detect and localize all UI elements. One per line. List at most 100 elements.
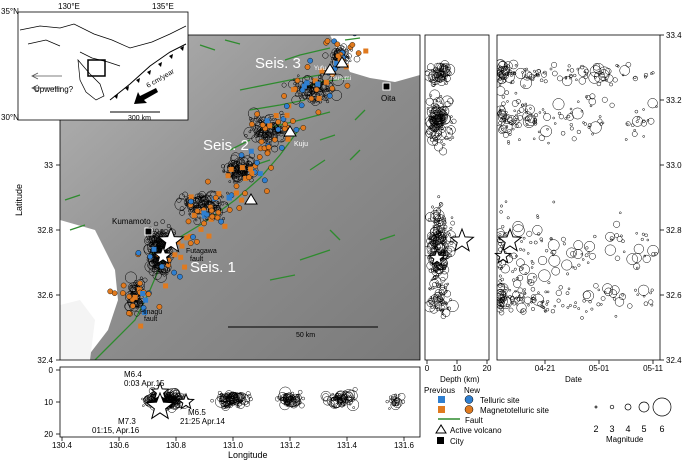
hypocenter xyxy=(515,254,518,258)
hypocenter xyxy=(165,272,169,275)
hypocenter xyxy=(440,302,445,306)
telluric-site-previous xyxy=(257,171,263,177)
fault-line xyxy=(94,254,166,360)
mt-site-new xyxy=(249,121,255,127)
hypocenter xyxy=(596,81,602,87)
inset-lat-label-35: 35°N xyxy=(1,7,19,16)
hypocenter xyxy=(330,60,333,64)
hypocenter xyxy=(522,111,533,122)
hypocenter xyxy=(654,251,658,256)
hypocenter xyxy=(434,67,440,73)
hypocenter xyxy=(587,125,591,129)
hypocenter xyxy=(557,111,562,116)
hypocenter xyxy=(430,305,434,309)
hypocenter xyxy=(498,310,505,316)
telluric-site-new xyxy=(177,273,183,280)
hypocenter xyxy=(498,241,503,246)
fault-line xyxy=(349,149,361,161)
hypocenter xyxy=(632,115,643,127)
telluric-site-new xyxy=(140,305,147,311)
mt-site-new xyxy=(275,119,282,125)
mt-site-new xyxy=(215,209,222,216)
hypocenter xyxy=(440,313,447,320)
hypocenter xyxy=(435,122,438,126)
hypocenter xyxy=(549,237,553,241)
hypocenter xyxy=(576,67,580,71)
hypocenter xyxy=(544,249,549,253)
hypocenter xyxy=(124,271,137,284)
hypocenter xyxy=(442,308,451,317)
main-map-y-tick: 32.8 xyxy=(37,226,53,235)
label-seis2: Seis. 2 xyxy=(203,137,249,154)
hypocenter xyxy=(348,395,352,398)
depth-panel: 0 10 20 Depth (km) xyxy=(424,34,492,384)
hypocenter xyxy=(436,273,439,276)
hypocenter xyxy=(432,84,435,87)
hypocenter xyxy=(524,296,532,304)
hypocenter xyxy=(582,290,591,300)
hypocenter xyxy=(437,303,440,307)
mt-site-new xyxy=(214,214,221,221)
hypocenter xyxy=(500,120,513,133)
hypocenter xyxy=(202,194,211,203)
mt-site-previous xyxy=(249,171,255,176)
hypocenter xyxy=(431,112,442,123)
mt-site-new xyxy=(265,144,272,150)
telluric-site-previous xyxy=(140,291,146,296)
inset-lat-label-30: 30°N xyxy=(1,113,19,122)
hypocenter xyxy=(530,300,533,304)
hypocenter xyxy=(580,252,584,256)
hypocenter xyxy=(498,77,502,81)
time-x-axis-label: Date xyxy=(565,375,582,384)
hypocenter xyxy=(551,266,560,276)
hypocenter xyxy=(429,302,432,306)
mainshock-star-m73 xyxy=(157,226,185,253)
mt-site-new xyxy=(281,93,287,99)
hypocenter xyxy=(597,118,603,124)
hypocenter xyxy=(577,307,581,310)
hypocenter xyxy=(225,202,228,205)
hypocenter xyxy=(588,300,592,304)
depth-x-axis: 0 10 20 xyxy=(425,360,492,373)
hypocenter xyxy=(517,287,524,294)
hypocenter xyxy=(430,210,440,220)
telluric-site-previous xyxy=(201,210,207,216)
hypocenter xyxy=(432,296,437,301)
hypocenter xyxy=(326,100,330,104)
hypocenter xyxy=(497,282,509,295)
hypocenter xyxy=(435,221,439,225)
hypocenter xyxy=(568,304,572,307)
hypocenter xyxy=(265,131,274,140)
hypocenter xyxy=(522,236,526,240)
hypocenter xyxy=(538,134,546,141)
depth-x-tick: 20 xyxy=(483,364,492,373)
hypocenter xyxy=(517,274,524,281)
hypocenter xyxy=(160,229,163,232)
hypocenter xyxy=(501,101,506,106)
hypocenter xyxy=(561,304,565,308)
hypocenter xyxy=(426,300,434,307)
hypocenter xyxy=(515,276,520,281)
hypocenter xyxy=(552,70,558,77)
hypocenter xyxy=(433,81,437,85)
hypocenter xyxy=(530,266,534,269)
hypocenter xyxy=(525,67,528,71)
hypocenter xyxy=(435,294,440,298)
hypocenter xyxy=(545,308,550,312)
fault-line xyxy=(309,159,326,171)
hypocenter xyxy=(451,118,457,124)
hypocenter xyxy=(269,135,272,138)
hypocenter xyxy=(619,293,626,301)
hypocenter xyxy=(428,110,432,113)
hypocenter xyxy=(154,266,158,270)
hypocenter xyxy=(504,200,508,203)
hypocenter xyxy=(447,233,452,237)
hypocenter xyxy=(527,115,536,124)
hypocenter xyxy=(521,103,525,107)
hypocenter xyxy=(300,93,303,97)
hypocenter xyxy=(508,288,512,292)
hypocenter xyxy=(352,387,358,392)
hypocenter xyxy=(513,267,517,271)
fault-line xyxy=(229,139,251,151)
hypocenter xyxy=(324,94,328,99)
